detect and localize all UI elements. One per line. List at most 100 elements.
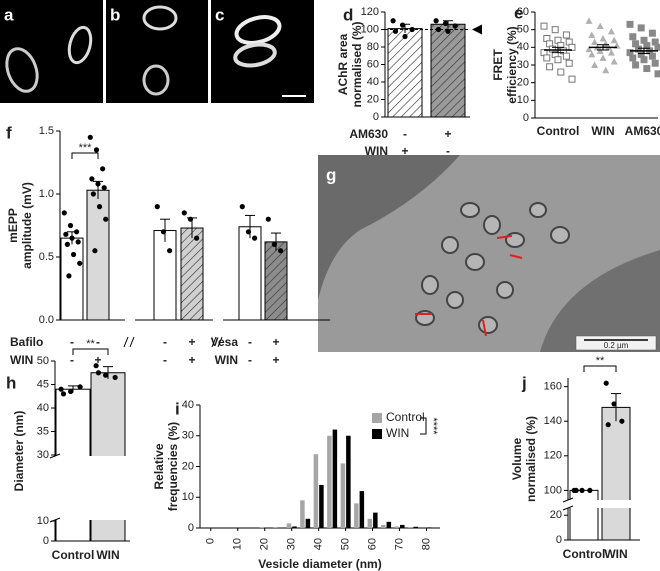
data-point	[95, 370, 102, 376]
bar	[305, 518, 311, 528]
data-point	[402, 33, 408, 40]
data-point	[77, 384, 83, 390]
data-point	[103, 372, 109, 378]
scale-bar-label: 0.2 µm	[604, 341, 629, 350]
bar	[400, 524, 405, 528]
image-g	[318, 155, 660, 352]
panel-label: i	[175, 399, 180, 418]
data-point	[103, 216, 109, 222]
data-point	[573, 487, 579, 493]
data-point	[61, 210, 67, 216]
condition-label: WIN	[215, 353, 238, 367]
y-tick-label: 0	[373, 111, 379, 123]
condition-mark: +	[401, 144, 408, 158]
bar	[359, 491, 365, 528]
data-point	[69, 235, 75, 241]
data-point	[252, 235, 258, 241]
data-point	[568, 75, 576, 83]
condition-mark: -	[403, 127, 407, 141]
y-axis-label: Volume	[510, 437, 524, 480]
data-point	[629, 33, 637, 41]
data-point	[194, 235, 200, 241]
bar	[346, 435, 351, 528]
image-a	[0, 0, 103, 103]
bar	[313, 454, 319, 528]
axis-gap	[213, 319, 223, 322]
data-point	[557, 68, 565, 76]
bar	[264, 241, 288, 321]
x-tick-label: WIN	[96, 548, 119, 562]
data-point	[452, 23, 458, 29]
condition-mark: +	[272, 353, 279, 367]
data-point	[588, 50, 596, 58]
x-tick-label: 0	[205, 538, 217, 544]
data-point	[619, 418, 625, 424]
break-mark	[562, 497, 574, 503]
y-tick-label: 50	[517, 24, 529, 36]
data-point	[443, 20, 449, 26]
bar	[430, 23, 466, 118]
x-axis-label: Vesicle diameter (nm)	[258, 557, 381, 571]
y-tick-label: 40	[517, 41, 529, 53]
y-tick-label: 20	[182, 460, 194, 472]
condition-label: WIN	[365, 144, 388, 158]
bar	[286, 523, 292, 528]
data-point	[587, 487, 593, 493]
data-point	[603, 380, 609, 386]
data-point	[68, 388, 74, 395]
x-tick-label: 60	[366, 538, 378, 550]
data-point	[96, 204, 103, 210]
x-tick-label: Control	[537, 124, 580, 138]
panel-label: e	[514, 3, 523, 22]
bar	[386, 521, 392, 528]
x-tick-label: 20	[259, 538, 271, 550]
axis-break	[49, 456, 130, 520]
data-point	[435, 26, 442, 33]
bar	[180, 227, 204, 321]
data-point	[540, 22, 548, 30]
y-tick-label: 20	[367, 93, 379, 105]
image-c	[211, 0, 314, 103]
data-point	[554, 56, 562, 64]
y-tick-label: 0	[188, 522, 194, 534]
panel-label: c	[215, 5, 224, 24]
y-axis-label: normalised (%)	[524, 416, 538, 502]
data-point	[611, 401, 617, 407]
data-point	[629, 54, 637, 62]
data-point	[607, 27, 615, 35]
bar	[153, 230, 177, 321]
bar	[60, 237, 84, 321]
condition-mark: -	[70, 353, 74, 367]
data-point	[100, 166, 106, 172]
data-point	[591, 38, 599, 46]
x-tick-label: 50	[340, 538, 352, 550]
significance-label: ***	[79, 142, 93, 154]
y-axis-label: normalised (%)	[350, 21, 364, 107]
image-b	[106, 0, 208, 103]
data-point	[648, 52, 656, 60]
break-mark	[49, 453, 61, 459]
data-point	[239, 204, 245, 210]
data-point	[60, 391, 67, 397]
y-tick-label: 100	[361, 23, 379, 35]
data-point	[562, 52, 570, 60]
y-tick-label: 1.5	[39, 125, 54, 137]
data-point	[596, 22, 604, 30]
y-tick-label: 80	[367, 41, 379, 53]
data-point	[610, 36, 618, 44]
data-point	[546, 63, 554, 71]
data-point	[66, 273, 72, 279]
x-tick-label: WIN	[591, 124, 614, 138]
x-tick-label: WIN	[604, 547, 627, 561]
y-tick-label: 30	[37, 449, 49, 461]
data-point	[585, 17, 593, 24]
data-point	[543, 54, 551, 62]
data-point	[245, 229, 252, 235]
data-point	[433, 18, 439, 24]
data-point	[58, 386, 64, 392]
y-axis-label: amplitude (mV)	[20, 182, 34, 269]
condition-mark: +	[94, 353, 101, 367]
data-point	[605, 422, 611, 428]
significance-label: ****	[427, 417, 439, 435]
data-point	[75, 239, 81, 245]
